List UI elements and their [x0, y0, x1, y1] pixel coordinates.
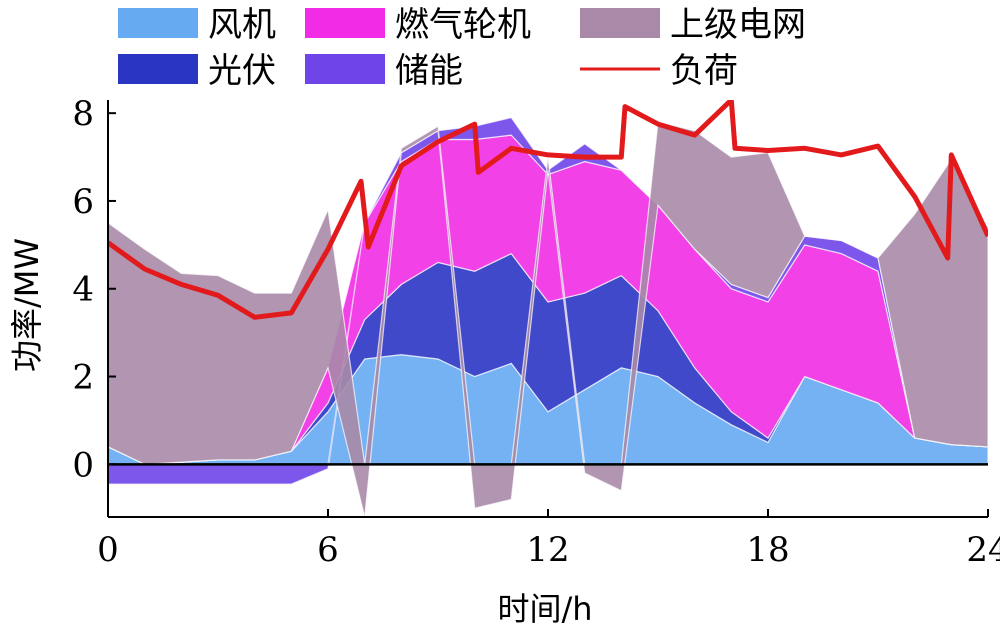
x-tick-label: 12: [526, 530, 569, 570]
legend-label: 风机: [208, 5, 276, 45]
y-tick-label: 8: [72, 94, 94, 134]
legend-label: 上级电网: [670, 5, 806, 45]
area-series-4: [108, 121, 988, 517]
stacked-areas: [108, 116, 988, 517]
legend-swatch: [580, 8, 660, 38]
legend-swatch: [118, 8, 198, 38]
x-axis-title: 时间/h: [497, 590, 592, 628]
legend-label: 储能: [395, 51, 463, 91]
y-tick-label: 2: [72, 358, 94, 398]
x-tick-label: 24: [966, 530, 1000, 570]
legend-swatch: [305, 54, 385, 84]
y-tick-label: 4: [72, 270, 94, 310]
load-line: [108, 100, 988, 320]
x-tick-label: 0: [97, 530, 119, 570]
legend-swatch: [118, 54, 198, 84]
y-tick-label: 0: [72, 445, 94, 485]
legend-swatch: [305, 8, 385, 38]
y-tick-label: 6: [72, 182, 94, 222]
legend-label: 光伏: [208, 51, 276, 91]
y-axis-title: 功率/MW: [8, 238, 46, 372]
load-layer: [108, 100, 988, 320]
x-tick-label: 18: [746, 530, 789, 570]
legend-label: 燃气轮机: [395, 5, 531, 45]
legend-label: 负荷: [670, 51, 738, 91]
x-tick-label: 6: [317, 530, 339, 570]
